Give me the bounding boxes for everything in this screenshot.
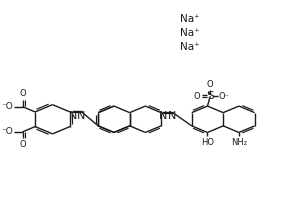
Text: O: O [19, 140, 26, 149]
Text: O⁻: O⁻ [219, 92, 230, 101]
Text: HO: HO [201, 138, 214, 147]
Text: O: O [19, 89, 26, 98]
Text: O: O [194, 92, 201, 101]
Text: Na⁺: Na⁺ [180, 28, 199, 38]
Text: N: N [168, 111, 176, 121]
Text: N: N [77, 111, 85, 121]
Text: NH₂: NH₂ [231, 138, 247, 147]
Text: ⁻O: ⁻O [1, 127, 13, 136]
Text: N: N [69, 111, 77, 121]
Text: S: S [207, 91, 213, 101]
Text: N: N [159, 111, 168, 121]
Text: ⁻O: ⁻O [1, 102, 13, 111]
Text: O: O [207, 80, 213, 89]
Text: Na⁺: Na⁺ [180, 42, 199, 52]
Text: Na⁺: Na⁺ [180, 14, 199, 24]
